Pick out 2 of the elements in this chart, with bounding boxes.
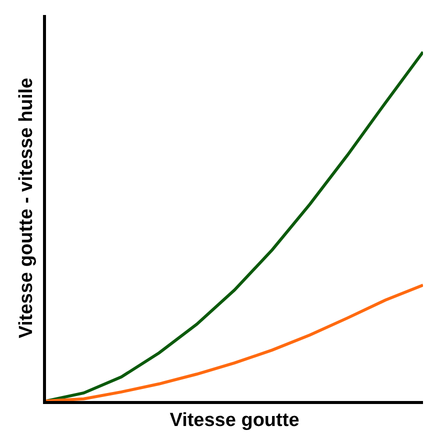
- y-axis-title: Vitesse goutte - vitesse huile: [16, 78, 37, 338]
- x-axis-title: Vitesse goutte: [170, 410, 300, 432]
